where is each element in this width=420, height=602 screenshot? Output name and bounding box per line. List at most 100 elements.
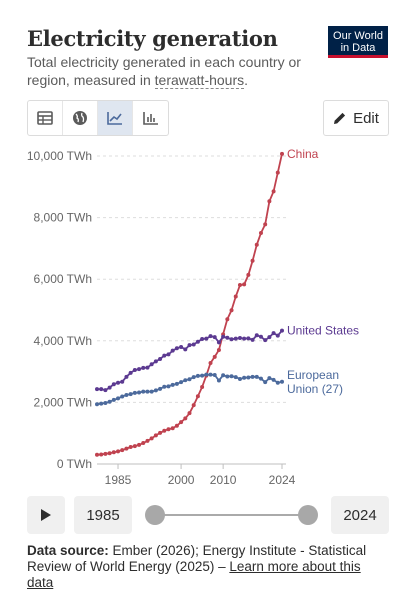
data-point-european-union-27[interactable] [99, 401, 104, 406]
edit-button[interactable]: Edit [323, 100, 389, 136]
data-point-united-states[interactable] [187, 343, 192, 348]
data-point-china[interactable] [195, 394, 200, 399]
data-point-united-states[interactable] [111, 382, 116, 387]
data-point-european-union-27[interactable] [263, 380, 268, 385]
data-point-united-states[interactable] [174, 346, 179, 351]
data-point-european-union-27[interactable] [183, 378, 188, 383]
data-point-european-union-27[interactable] [191, 375, 196, 380]
data-point-united-states[interactable] [225, 335, 230, 340]
data-point-united-states[interactable] [183, 347, 188, 352]
data-point-china[interactable] [179, 420, 184, 425]
data-point-united-states[interactable] [95, 387, 99, 392]
data-point-united-states[interactable] [208, 334, 213, 339]
data-point-china[interactable] [191, 403, 196, 408]
data-point-china[interactable] [183, 416, 188, 421]
data-point-united-states[interactable] [221, 334, 226, 339]
data-point-china[interactable] [246, 272, 251, 277]
data-point-united-states[interactable] [107, 385, 112, 390]
data-point-european-union-27[interactable] [107, 399, 112, 404]
data-point-united-states[interactable] [275, 333, 280, 338]
data-point-european-union-27[interactable] [216, 378, 221, 383]
data-point-european-union-27[interactable] [242, 375, 247, 380]
timeline-slider-track[interactable] [155, 514, 308, 516]
data-point-european-union-27[interactable] [258, 376, 263, 381]
data-point-european-union-27[interactable] [103, 401, 108, 406]
data-point-united-states[interactable] [280, 328, 284, 333]
timeline-start-handle[interactable] [145, 505, 165, 525]
data-point-china[interactable] [237, 283, 242, 288]
data-point-european-union-27[interactable] [137, 390, 142, 395]
data-point-united-states[interactable] [233, 336, 238, 341]
data-point-china[interactable] [107, 451, 112, 456]
tab-table[interactable] [28, 101, 63, 135]
data-point-china[interactable] [116, 449, 121, 454]
data-point-united-states[interactable] [162, 353, 167, 358]
data-point-united-states[interactable] [250, 337, 255, 342]
data-point-united-states[interactable] [200, 336, 205, 341]
terawatt-hours-term[interactable]: terawatt-hours [154, 72, 245, 89]
data-point-united-states[interactable] [242, 336, 247, 341]
data-point-china[interactable] [124, 446, 129, 451]
data-point-china[interactable] [174, 423, 179, 428]
data-point-united-states[interactable] [132, 368, 137, 373]
data-point-china[interactable] [258, 231, 263, 235]
data-point-united-states[interactable] [191, 342, 196, 347]
data-point-european-union-27[interactable] [111, 397, 116, 402]
data-point-united-states[interactable] [195, 339, 200, 344]
data-point-china[interactable] [149, 436, 154, 441]
data-point-european-union-27[interactable] [187, 377, 192, 382]
data-point-european-union-27[interactable] [166, 384, 171, 389]
data-point-united-states[interactable] [170, 348, 175, 353]
data-point-european-union-27[interactable] [229, 374, 234, 379]
data-point-united-states[interactable] [124, 374, 129, 379]
data-point-china[interactable] [200, 385, 205, 389]
data-point-china[interactable] [103, 451, 108, 456]
data-point-united-states[interactable] [137, 367, 142, 372]
learn-more-link[interactable]: Learn more about this data [27, 559, 361, 590]
data-point-united-states[interactable] [103, 388, 108, 393]
data-point-china[interactable] [153, 433, 158, 438]
data-point-european-union-27[interactable] [149, 389, 154, 394]
data-point-european-union-27[interactable] [225, 374, 230, 379]
data-point-china[interactable] [99, 452, 104, 457]
data-point-european-union-27[interactable] [128, 392, 133, 397]
data-point-european-union-27[interactable] [179, 380, 184, 385]
data-point-european-union-27[interactable] [212, 372, 217, 377]
data-point-china[interactable] [137, 442, 142, 447]
data-point-china[interactable] [162, 428, 167, 433]
data-point-european-union-27[interactable] [267, 376, 272, 381]
data-point-european-union-27[interactable] [200, 373, 205, 378]
data-point-china[interactable] [267, 199, 272, 204]
data-point-china[interactable] [263, 222, 268, 227]
data-point-european-union-27[interactable] [95, 402, 99, 407]
data-point-european-union-27[interactable] [158, 386, 163, 391]
series-label-european-union-27[interactable]: European [287, 368, 339, 382]
tab-line-chart[interactable] [98, 101, 133, 135]
data-point-european-union-27[interactable] [280, 379, 284, 384]
start-year-box[interactable]: 1985 [74, 496, 132, 534]
data-point-european-union-27[interactable] [174, 381, 179, 386]
data-point-united-states[interactable] [212, 335, 217, 340]
data-point-china[interactable] [120, 448, 125, 453]
data-point-china[interactable] [141, 441, 146, 446]
data-point-european-union-27[interactable] [170, 382, 175, 387]
data-point-united-states[interactable] [99, 387, 104, 392]
data-point-china[interactable] [233, 294, 238, 299]
data-point-european-union-27[interactable] [208, 372, 213, 377]
data-point-european-union-27[interactable] [233, 375, 238, 380]
owid-logo[interactable]: Our World in Data [328, 26, 388, 58]
data-point-european-union-27[interactable] [246, 375, 251, 380]
data-point-china[interactable] [242, 282, 247, 287]
data-point-china[interactable] [216, 348, 221, 353]
data-point-european-union-27[interactable] [162, 384, 167, 389]
data-point-european-union-27[interactable] [153, 388, 158, 393]
data-point-united-states[interactable] [128, 370, 133, 375]
data-point-china[interactable] [280, 151, 284, 156]
data-point-european-union-27[interactable] [195, 373, 200, 378]
data-point-european-union-27[interactable] [132, 390, 137, 395]
data-point-european-union-27[interactable] [141, 389, 146, 394]
data-point-european-union-27[interactable] [124, 393, 129, 398]
data-point-united-states[interactable] [149, 362, 154, 367]
play-button[interactable] [27, 496, 65, 534]
data-point-european-union-27[interactable] [116, 396, 121, 401]
